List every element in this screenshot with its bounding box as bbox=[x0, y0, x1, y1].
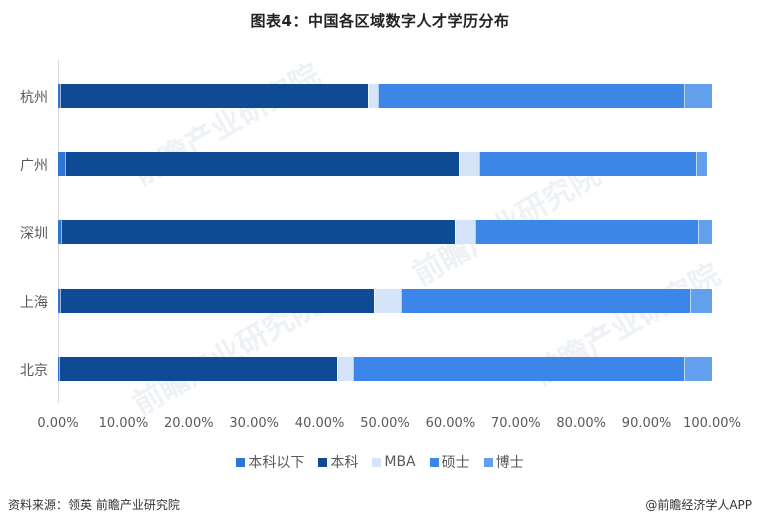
legend-swatch-icon bbox=[483, 457, 493, 467]
legend-item: MBA bbox=[372, 452, 416, 472]
bar-segment bbox=[400, 289, 690, 313]
bar-segment bbox=[61, 220, 455, 244]
legend-item: 本科 bbox=[318, 452, 358, 472]
bar-segment bbox=[454, 220, 476, 244]
legend-swatch-icon bbox=[429, 457, 439, 467]
bar-segment bbox=[696, 152, 708, 176]
y-axis-label: 上海 bbox=[20, 295, 48, 311]
x-axis-tick: 70.00% bbox=[491, 416, 541, 431]
bar-segment bbox=[58, 152, 66, 176]
y-axis-label: 杭州 bbox=[20, 90, 48, 106]
legend-label: MBA bbox=[384, 454, 416, 470]
bar-row bbox=[58, 152, 708, 176]
x-axis-tick: 40.00% bbox=[294, 416, 345, 431]
legend-swatch-icon bbox=[318, 457, 328, 467]
bar-row bbox=[58, 84, 712, 108]
bar-segment bbox=[59, 289, 374, 313]
bar-segment bbox=[683, 357, 712, 381]
x-axis-tick: 60.00% bbox=[425, 416, 476, 431]
x-axis-tick: 80.00% bbox=[556, 416, 606, 431]
credit-note: @前瞻经济学人APP bbox=[645, 498, 752, 512]
x-axis-tick: 10.00% bbox=[98, 416, 149, 431]
bar-segment bbox=[59, 84, 368, 108]
bar-segment bbox=[59, 357, 338, 381]
bar-row bbox=[58, 220, 712, 244]
bar-segment bbox=[367, 84, 378, 108]
bar-segment bbox=[58, 84, 60, 108]
bar-segment bbox=[58, 289, 60, 313]
chart-title: 图表4：中国各区域数字人才学历分布 bbox=[250, 12, 510, 30]
source-note: 资料来源：领英 前瞻产业研究院 bbox=[8, 498, 180, 512]
legend-item: 博士 bbox=[483, 452, 524, 472]
bar-segment bbox=[377, 84, 684, 108]
bar-segment bbox=[479, 152, 697, 176]
y-axis-label: 广州 bbox=[20, 158, 48, 174]
bar-segment bbox=[58, 357, 60, 381]
bar-segment bbox=[58, 220, 62, 244]
bar-segment bbox=[373, 289, 401, 313]
x-axis-tick: 0.00% bbox=[37, 416, 79, 431]
y-axis-label: 北京 bbox=[20, 363, 48, 379]
plot-area bbox=[58, 60, 712, 403]
x-axis-tick: 90.00% bbox=[621, 416, 672, 431]
legend-swatch-icon bbox=[372, 457, 382, 467]
legend-label: 硕士 bbox=[441, 455, 470, 471]
bar-segment bbox=[683, 84, 712, 108]
x-axis-tick: 100.00% bbox=[683, 416, 741, 431]
x-axis-tick: 20.00% bbox=[164, 416, 214, 431]
bar-segment bbox=[458, 152, 480, 176]
bar-segment bbox=[352, 357, 684, 381]
legend: 本科以下 本科 MBA 硕士 博士 bbox=[0, 452, 760, 472]
bar-segment bbox=[698, 220, 712, 244]
bar-segment bbox=[337, 357, 353, 381]
bar-segment bbox=[475, 220, 699, 244]
x-axis-tick: 30.00% bbox=[229, 416, 279, 431]
legend-swatch-icon bbox=[236, 457, 246, 467]
legend-item: 硕士 bbox=[429, 452, 470, 472]
legend-label: 本科以下 bbox=[248, 455, 305, 471]
legend-item: 本科以下 bbox=[236, 452, 304, 472]
bar-segment bbox=[65, 152, 459, 176]
y-axis-label: 深圳 bbox=[20, 226, 48, 242]
legend-label: 博士 bbox=[495, 455, 524, 471]
bar-row bbox=[58, 357, 712, 381]
x-axis-tick: 50.00% bbox=[360, 416, 410, 431]
bar-row bbox=[58, 289, 712, 313]
bar-segment bbox=[689, 289, 712, 313]
legend-label: 本科 bbox=[330, 455, 359, 471]
